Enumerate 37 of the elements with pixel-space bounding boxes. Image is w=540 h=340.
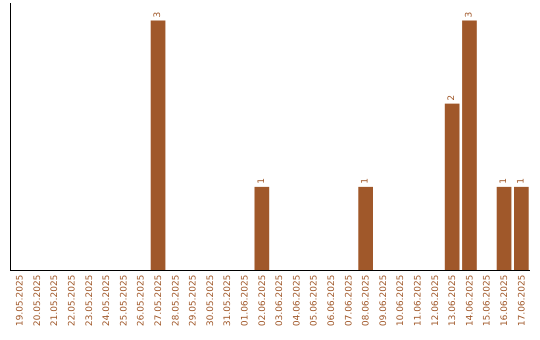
x-tick-label: 30.05.2025 <box>206 274 216 326</box>
x-tick-label: 15.06.2025 <box>482 274 493 326</box>
data-label: 1 <box>499 178 510 184</box>
x-tick-label: 31.05.2025 <box>223 274 234 326</box>
data-label: 2 <box>447 94 458 101</box>
x-tick-label: 09.06.2025 <box>378 274 389 326</box>
x-tick-label: 26.05.2025 <box>136 274 147 326</box>
x-tick-label: 08.06.2025 <box>362 274 372 326</box>
x-tick-label: 20.05.2025 <box>32 274 43 326</box>
data-label: 3 <box>464 12 474 18</box>
x-tick-label: 25.05.2025 <box>119 274 130 326</box>
x-tick-label: 07.06.2025 <box>344 274 354 326</box>
x-tick-label: 11.06.2025 <box>413 274 424 326</box>
x-tick-label: 19.05.2025 <box>16 274 26 326</box>
x-tick-label: 28.05.2025 <box>171 274 182 326</box>
x-tick-label: 27.05.2025 <box>154 274 164 326</box>
x-tick-label: 23.05.2025 <box>84 274 95 326</box>
x-tick-label: 13.06.2025 <box>448 274 458 326</box>
x-tick-label: 02.06.2025 <box>258 274 268 326</box>
x-tick-label: 22.05.2025 <box>67 274 78 326</box>
x-tick-label: 21.05.2025 <box>50 274 60 326</box>
x-tick-label: 16.06.2025 <box>500 274 510 326</box>
x-tick-label: 05.06.2025 <box>310 274 320 326</box>
x-tick-label: 29.05.2025 <box>188 274 199 326</box>
x-tick-label: 03.06.2025 <box>275 274 286 326</box>
x-tick-label: 24.05.2025 <box>102 274 112 326</box>
x-tick-label: 17.06.2025 <box>517 274 528 326</box>
data-label: 1 <box>516 178 526 184</box>
x-tick-label: 04.06.2025 <box>292 274 302 326</box>
x-tick-label: 10.06.2025 <box>396 274 406 326</box>
data-label: 3 <box>153 12 164 18</box>
x-tick-label: 14.06.2025 <box>465 274 476 326</box>
x-tick-label: 12.06.2025 <box>430 274 441 326</box>
data-label: 1 <box>360 178 371 184</box>
data-label: 1 <box>256 178 267 184</box>
x-tick-label: 01.06.2025 <box>240 274 250 326</box>
x-tick-label: 06.06.2025 <box>326 274 337 326</box>
